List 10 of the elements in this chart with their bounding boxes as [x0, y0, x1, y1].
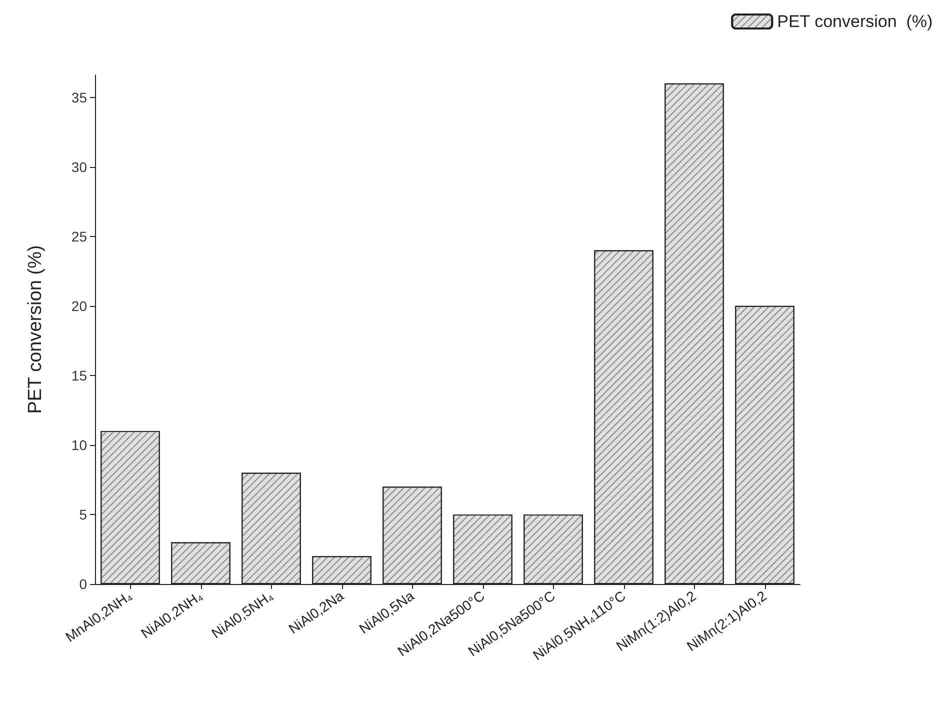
y-tick-label: 0 — [79, 576, 88, 592]
y-tick-label: 15 — [71, 367, 88, 384]
y-axis-title: PET conversion (%) — [25, 245, 46, 414]
legend-label: PET conversion (%) — [777, 12, 933, 31]
y-tick-label: 35 — [71, 89, 88, 106]
y-tick-label: 5 — [79, 506, 88, 522]
y-tick-label: 20 — [71, 298, 88, 314]
y-tick-label: 25 — [71, 228, 88, 244]
y-tick-label: 30 — [71, 158, 88, 175]
y-tick-label: 10 — [71, 436, 88, 453]
